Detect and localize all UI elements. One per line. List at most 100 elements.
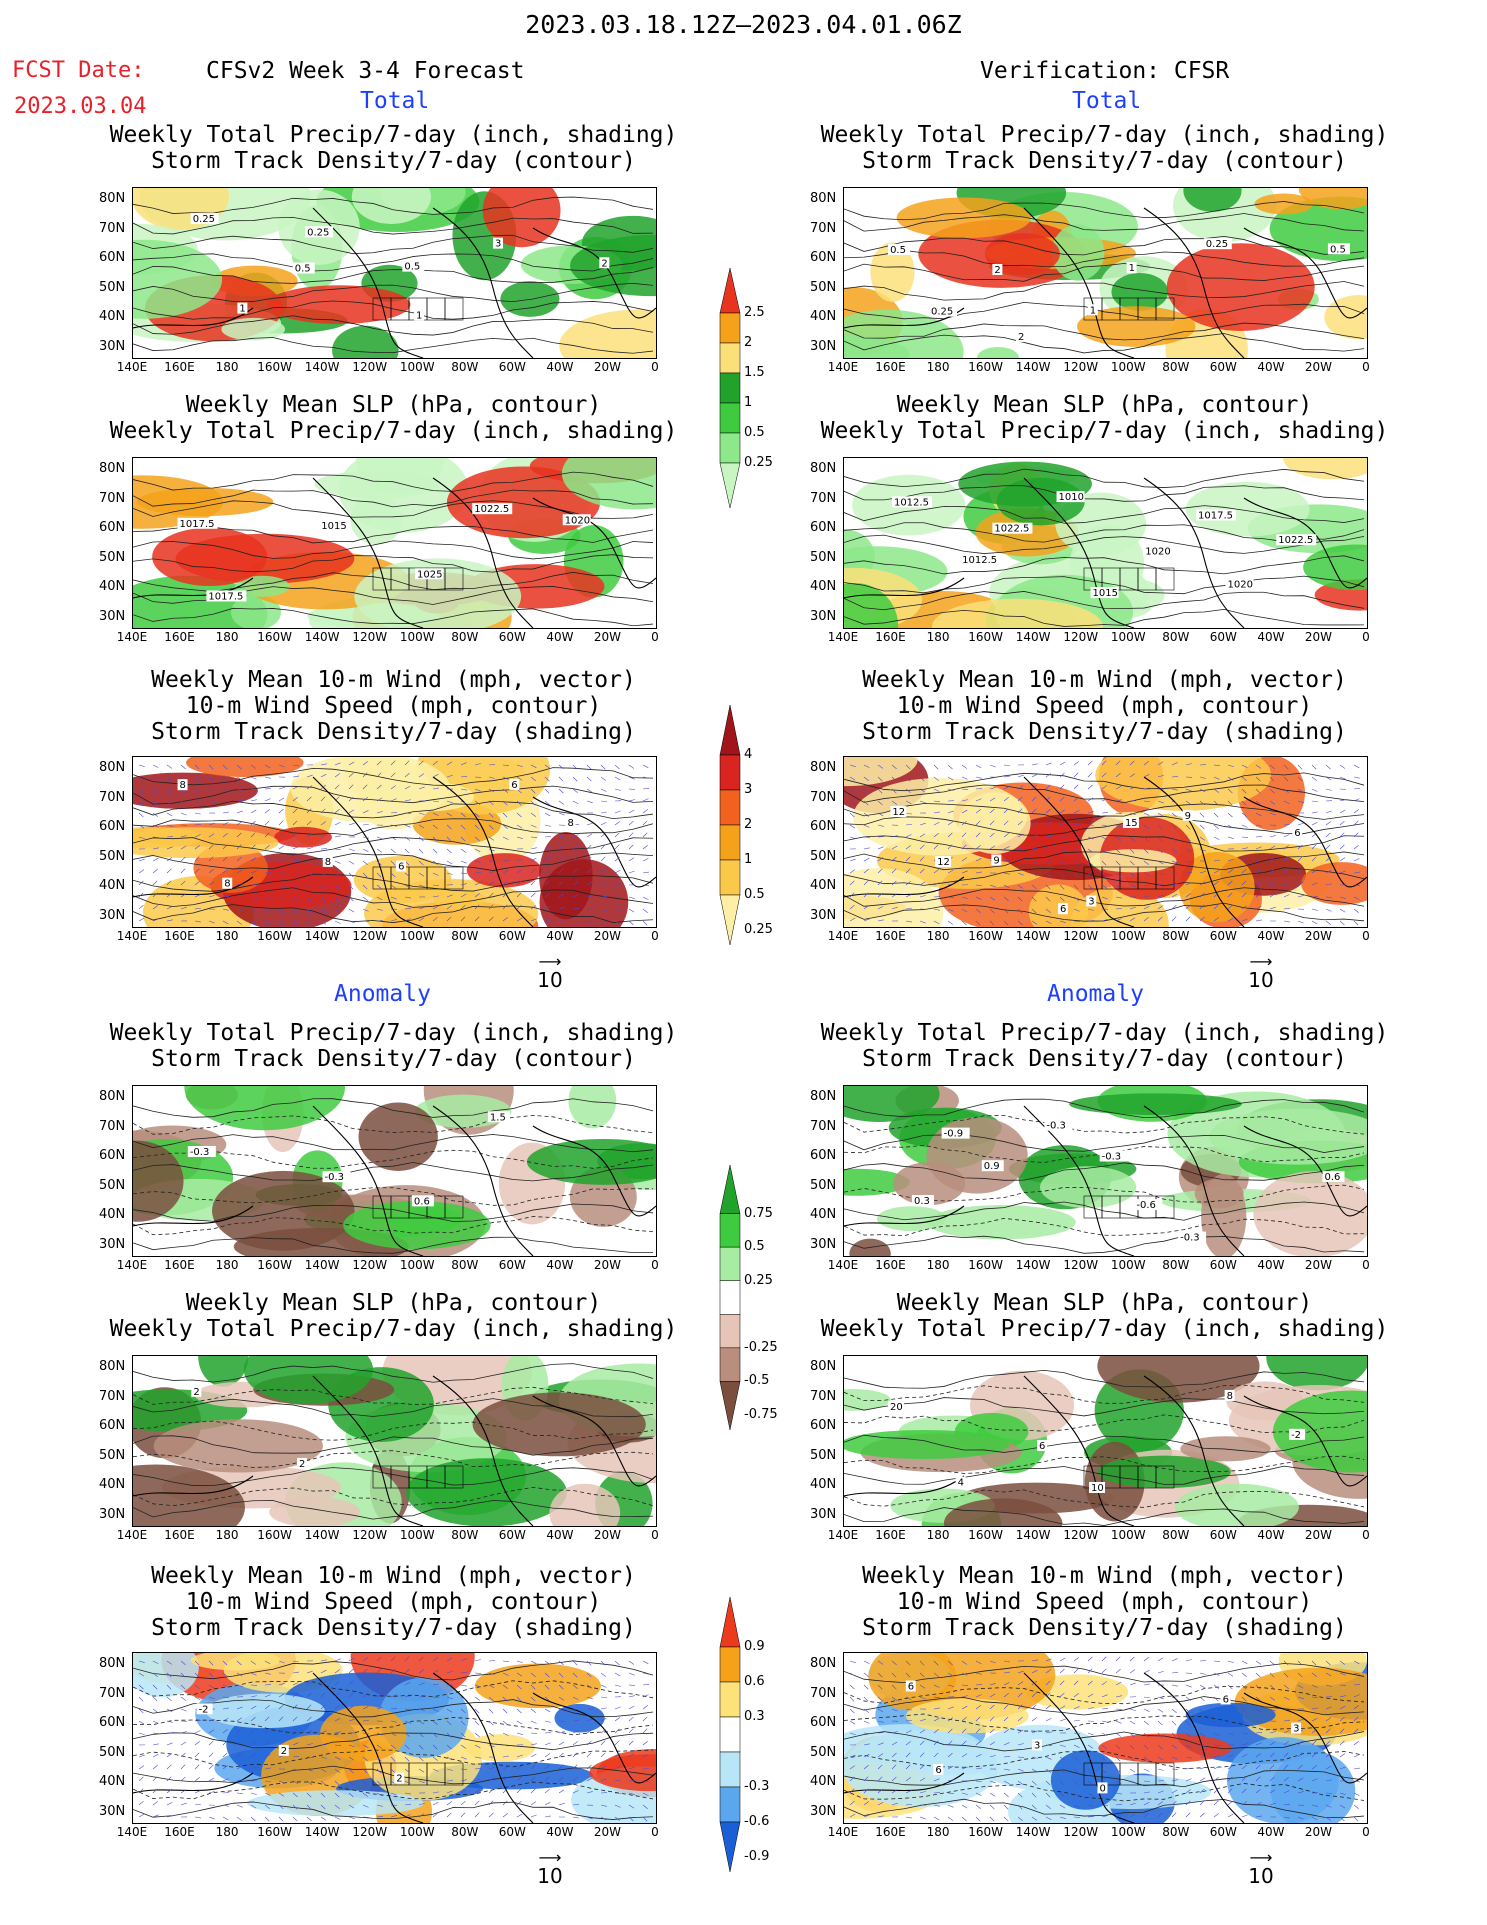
wind-vector: [488, 916, 494, 922]
wind-vector: [250, 857, 257, 862]
wind-vector: [460, 893, 467, 898]
wind-vector: [404, 1695, 411, 1698]
wind-vector: [1101, 1656, 1107, 1662]
wind-vector: [558, 1789, 565, 1794]
contour-label: 3: [1293, 1724, 1299, 1735]
wind-vector: [404, 1732, 411, 1737]
colorbar-segment: [719, 1821, 741, 1872]
wind-vector: [460, 1720, 466, 1726]
map-panel-ob_wind: 12 9 3 9 6 12 6 15: [843, 756, 1368, 928]
wind-vector: [278, 764, 285, 768]
lon-tick-label: 180: [926, 929, 950, 943]
lat-tick-label: 50N: [99, 279, 126, 295]
wind-vector: [446, 761, 453, 766]
wind-vector: [544, 857, 551, 862]
wind-vector: [1227, 1788, 1233, 1794]
wind-vector: [1339, 1695, 1346, 1698]
contour-label: 0.25: [931, 307, 953, 318]
wind-vector: [961, 1816, 967, 1822]
lon-tick-label: 80W: [1162, 1825, 1190, 1839]
wind-vector: [1325, 1672, 1332, 1677]
wind-vector: [488, 1672, 495, 1675]
wind-vector: [1325, 788, 1332, 791]
wind-vector: [236, 788, 243, 791]
wind-vector: [1031, 884, 1037, 890]
wind-vector: [222, 1740, 228, 1746]
contour-label: 4: [958, 1478, 964, 1489]
wind-vector: [1339, 799, 1346, 802]
wind-vector: [961, 809, 968, 814]
wind-vector: [376, 1756, 382, 1762]
contour-label: 6: [908, 1682, 914, 1693]
wind-vector: [516, 880, 522, 886]
wind-vector: [891, 1672, 897, 1678]
wind-vector: [208, 833, 215, 838]
wind-vector: [236, 1740, 242, 1746]
wind-vector: [236, 1728, 242, 1734]
wind-vector: [1129, 1682, 1136, 1686]
wind-vector: [1045, 860, 1052, 864]
contour-line: [844, 249, 1365, 268]
panel-title-line: Weekly Total Precip/7-day (inch, shading…: [109, 1020, 678, 1046]
wind-vector: [1185, 1708, 1191, 1714]
wind-vector: [1199, 1788, 1205, 1794]
wind-vector: [1227, 904, 1233, 910]
wind-vector: [600, 1740, 606, 1746]
wind-vector: [1045, 1804, 1051, 1809]
colorbar-segment: [719, 1347, 741, 1382]
wind-vector: [278, 797, 285, 802]
wind-vector: [544, 1708, 551, 1713]
contour-line: [133, 1115, 654, 1135]
wind-vector: [502, 892, 508, 898]
wind-vector: [600, 1765, 607, 1770]
contour-line: [844, 333, 1365, 354]
wind-vector: [516, 1732, 523, 1735]
wind-vector: [390, 812, 398, 814]
wind-vector: [362, 1719, 369, 1722]
wind-vector: [320, 1768, 327, 1773]
wind-vector: [558, 776, 564, 782]
wind-vector: [863, 1720, 870, 1724]
wind-vector: [544, 1672, 550, 1678]
wind-vector: [1227, 1800, 1233, 1806]
wind-vector: [1143, 1656, 1149, 1662]
wind-vector: [348, 848, 355, 852]
wind-vector: [1241, 1672, 1247, 1678]
wind-vector: [586, 856, 592, 862]
wind-vector: [404, 1792, 411, 1795]
wind-vector: [1003, 1682, 1010, 1686]
wind-vector: [891, 893, 898, 898]
contour-line: [844, 1713, 1365, 1732]
wind-vector: [1241, 836, 1249, 838]
state-boundary: [444, 297, 464, 321]
wind-vector: [138, 1708, 144, 1714]
wind-vector: [1311, 764, 1317, 770]
wind-vector: [488, 1696, 494, 1702]
wind-vector: [1297, 1684, 1304, 1689]
lon-tick-label: 140E: [827, 1258, 859, 1272]
wind-vector: [1143, 774, 1150, 778]
wind-vector: [947, 1779, 954, 1782]
wind-vector: [530, 800, 536, 806]
wind-vector: [432, 1720, 438, 1725]
lat-tick-label: 30N: [99, 609, 126, 624]
wind-vector: [516, 1684, 522, 1690]
wind-vector: [1241, 1732, 1249, 1734]
shading-region: [133, 475, 224, 529]
contour-line: [133, 540, 654, 560]
wind-vector: [208, 1777, 215, 1782]
wind-vector: [222, 1792, 230, 1794]
lon-tick-label: 0: [1362, 630, 1370, 644]
wind-vector: [1311, 821, 1318, 826]
contour-line: [844, 1507, 1365, 1526]
wind-vector: [320, 1756, 327, 1759]
wind-vector: [418, 1682, 425, 1686]
wind-vector: [404, 896, 411, 899]
wind-vector: [362, 1756, 368, 1762]
wind-vector: [1185, 788, 1192, 792]
wind-vector: [222, 844, 228, 850]
wind-vector: [1283, 881, 1289, 886]
wind-vector: [334, 1692, 340, 1698]
wind-vector: [404, 760, 410, 766]
contour-label: 1015: [1093, 588, 1118, 599]
